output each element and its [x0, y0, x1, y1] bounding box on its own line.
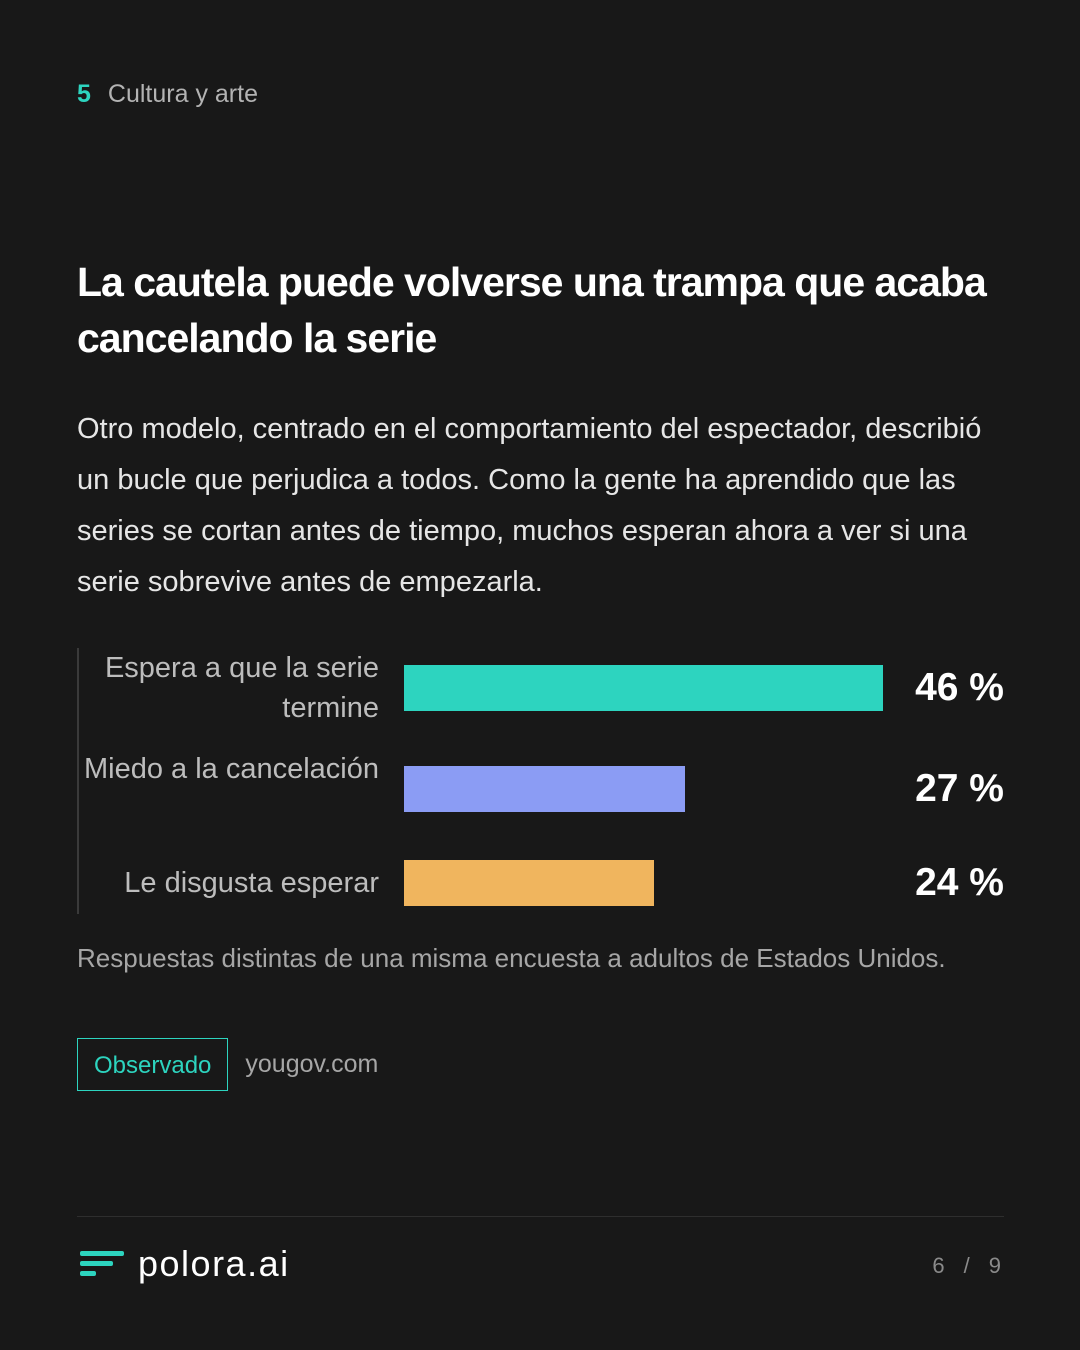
bar-value-label: 24 %	[915, 861, 1004, 904]
body-text: Otro modelo, centrado en el comportamien…	[77, 413, 982, 598]
logo-icon	[80, 1250, 124, 1278]
bar-value-label: 27 %	[915, 767, 1004, 810]
page-indicator: 6 / 9	[932, 1253, 1002, 1279]
headline: La cautela puede volverse una trampa que…	[77, 259, 987, 361]
bar-label: Miedo a la cancelación	[83, 753, 379, 785]
observed-badge: Observado	[77, 1038, 229, 1091]
bar	[404, 665, 883, 711]
brand-name: polora.ai	[138, 1243, 290, 1284]
brand-logo: polora.ai	[80, 1243, 290, 1285]
bar-label: Le disgusta esperar	[124, 867, 379, 899]
bar-chart: Espera a que la serie termine 46 % Miedo a…	[77, 648, 1009, 914]
source-row: Observado yougov.com	[77, 1038, 378, 1091]
page-separator: /	[963, 1253, 971, 1278]
bar-value-label: 46 %	[915, 666, 1004, 709]
bar	[404, 766, 685, 812]
section-number: 5	[77, 80, 91, 108]
bar	[404, 860, 654, 906]
chart-caption: Respuestas distintas de una misma encues…	[77, 943, 946, 973]
bar-label: Espera a que la serie termine	[104, 652, 379, 724]
page-total: 9	[988, 1253, 1002, 1278]
source-text: yougov.com	[245, 1050, 379, 1078]
section-title: Cultura y arte	[107, 80, 258, 108]
page-current: 6	[932, 1253, 946, 1278]
section-header: 5 Cultura y arte	[77, 80, 258, 109]
footer-divider	[77, 1216, 1004, 1217]
